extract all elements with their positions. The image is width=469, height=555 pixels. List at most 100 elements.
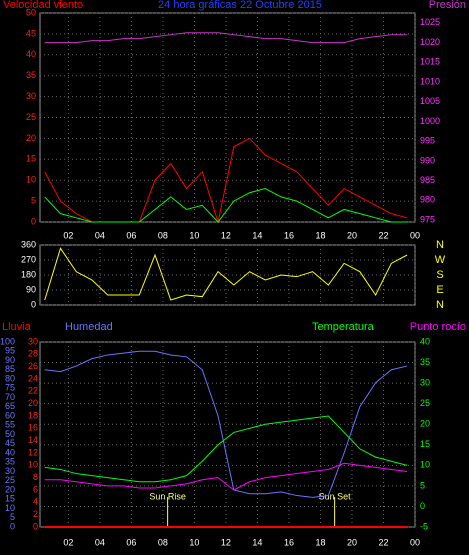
y2-tick-label: 980 <box>420 195 435 205</box>
y3-tick-label: 65 <box>5 401 15 411</box>
y2-tick-label: 10 <box>420 460 430 470</box>
legend-label: Temperatura <box>312 321 375 333</box>
y3-tick-label: 10 <box>5 503 15 513</box>
y3-tick-label: 90 <box>5 355 15 365</box>
y-tick-label: 30 <box>26 91 36 101</box>
y-tick-label: 50 <box>26 7 36 17</box>
x-tick-label: 20 <box>347 230 357 240</box>
legend-label: Punto rocío <box>410 321 466 333</box>
y-tick-label: 0 <box>31 216 36 226</box>
y-tick-label: 40 <box>26 49 36 59</box>
series-line <box>44 32 408 44</box>
x-tick-label: 08 <box>158 537 168 547</box>
y-tick-label: 30 <box>28 336 38 346</box>
x-tick-label: 00 <box>410 537 420 547</box>
annotation: Sun Rise <box>149 491 186 501</box>
y-tick-label: 12 <box>28 447 38 457</box>
x-tick-label: 18 <box>315 230 325 240</box>
x-tick-label: 16 <box>284 230 294 240</box>
y2-tick-label: 20 <box>420 419 430 429</box>
y-tick-label: 20 <box>26 133 36 143</box>
y2-tick-label: 30 <box>420 377 430 387</box>
series-line <box>44 350 408 498</box>
x-tick-label: 04 <box>95 230 105 240</box>
y3-tick-label: 100 <box>0 336 15 346</box>
compass-label: N <box>436 299 444 311</box>
y3-tick-label: 5 <box>10 512 15 522</box>
y2-tick-label: 25 <box>420 398 430 408</box>
y-tick-label: 24 <box>28 373 38 383</box>
y-tick-label: 26 <box>28 361 38 371</box>
y-tick-label: 14 <box>28 435 38 445</box>
compass-label: N <box>436 239 444 251</box>
y3-tick-label: 20 <box>5 484 15 494</box>
x-tick-label: 04 <box>95 537 105 547</box>
y-tick-label: 20 <box>28 398 38 408</box>
y-tick-label: 10 <box>28 460 38 470</box>
y-tick-label: 4 <box>33 497 38 507</box>
y3-tick-label: 75 <box>5 383 15 393</box>
compass-label: W <box>435 254 446 266</box>
y3-tick-label: 30 <box>5 466 15 476</box>
x-tick-label: 06 <box>126 537 136 547</box>
y-tick-label: 10 <box>26 175 36 185</box>
y3-tick-label: 55 <box>5 420 15 430</box>
x-tick-label: 02 <box>63 537 73 547</box>
x-tick-label: 12 <box>221 537 231 547</box>
y2-tick-label: 1020 <box>420 37 440 47</box>
y-tick-label: 15 <box>26 154 36 164</box>
y2-tick-label: 1025 <box>420 17 440 27</box>
x-tick-label: 14 <box>252 537 262 547</box>
series-line <box>44 415 408 483</box>
y2-tick-label: 15 <box>420 439 430 449</box>
y3-tick-label: 40 <box>5 447 15 457</box>
legend-label: Humedad <box>65 321 113 333</box>
x-tick-label: 20 <box>347 537 357 547</box>
chart-title: 24 hora gráficas 22 Octubre 2015 <box>158 0 322 11</box>
y-tick-label: 0 <box>33 521 38 531</box>
x-tick-label: 06 <box>126 230 136 240</box>
y2-tick-label: 995 <box>420 136 435 146</box>
y3-tick-label: 85 <box>5 364 15 374</box>
x-tick-label: 10 <box>189 537 199 547</box>
y2-tick-label: 985 <box>420 175 435 185</box>
series-line <box>44 247 408 301</box>
compass-label: S <box>436 269 443 281</box>
legend-label: Velocidad viento <box>3 0 83 11</box>
y2-tick-label: 975 <box>420 214 435 224</box>
y-tick-label: 90 <box>26 284 36 294</box>
x-tick-label: 00 <box>410 230 420 240</box>
y-tick-label: 18 <box>28 410 38 420</box>
y-tick-label: 16 <box>28 423 38 433</box>
y-tick-label: 0 <box>31 299 36 309</box>
y2-tick-label: 40 <box>420 336 430 346</box>
y2-tick-label: 5 <box>420 480 425 490</box>
x-tick-label: 12 <box>221 230 231 240</box>
y3-tick-label: 25 <box>5 475 15 485</box>
series-line <box>44 462 408 491</box>
y-tick-label: 22 <box>28 386 38 396</box>
annotation: Sun Set <box>319 491 352 501</box>
y3-tick-label: 35 <box>5 457 15 467</box>
y-tick-label: 180 <box>21 269 36 279</box>
x-tick-label: 10 <box>189 230 199 240</box>
x-tick-label: 18 <box>315 537 325 547</box>
y3-tick-label: 95 <box>5 346 15 356</box>
y2-tick-label: 1015 <box>420 57 440 67</box>
y-tick-label: 2 <box>33 509 38 519</box>
y2-tick-label: 35 <box>420 357 430 367</box>
x-tick-label: 14 <box>252 230 262 240</box>
y-tick-label: 28 <box>28 349 38 359</box>
y3-tick-label: 45 <box>5 438 15 448</box>
y-tick-label: 5 <box>31 195 36 205</box>
y3-tick-label: 15 <box>5 494 15 504</box>
y-tick-label: 6 <box>33 484 38 494</box>
y2-tick-label: 1010 <box>420 76 440 86</box>
x-tick-label: 22 <box>378 537 388 547</box>
x-tick-label: 02 <box>63 230 73 240</box>
x-tick-label: 22 <box>378 230 388 240</box>
y-tick-label: 8 <box>33 472 38 482</box>
y-tick-label: 25 <box>26 112 36 122</box>
